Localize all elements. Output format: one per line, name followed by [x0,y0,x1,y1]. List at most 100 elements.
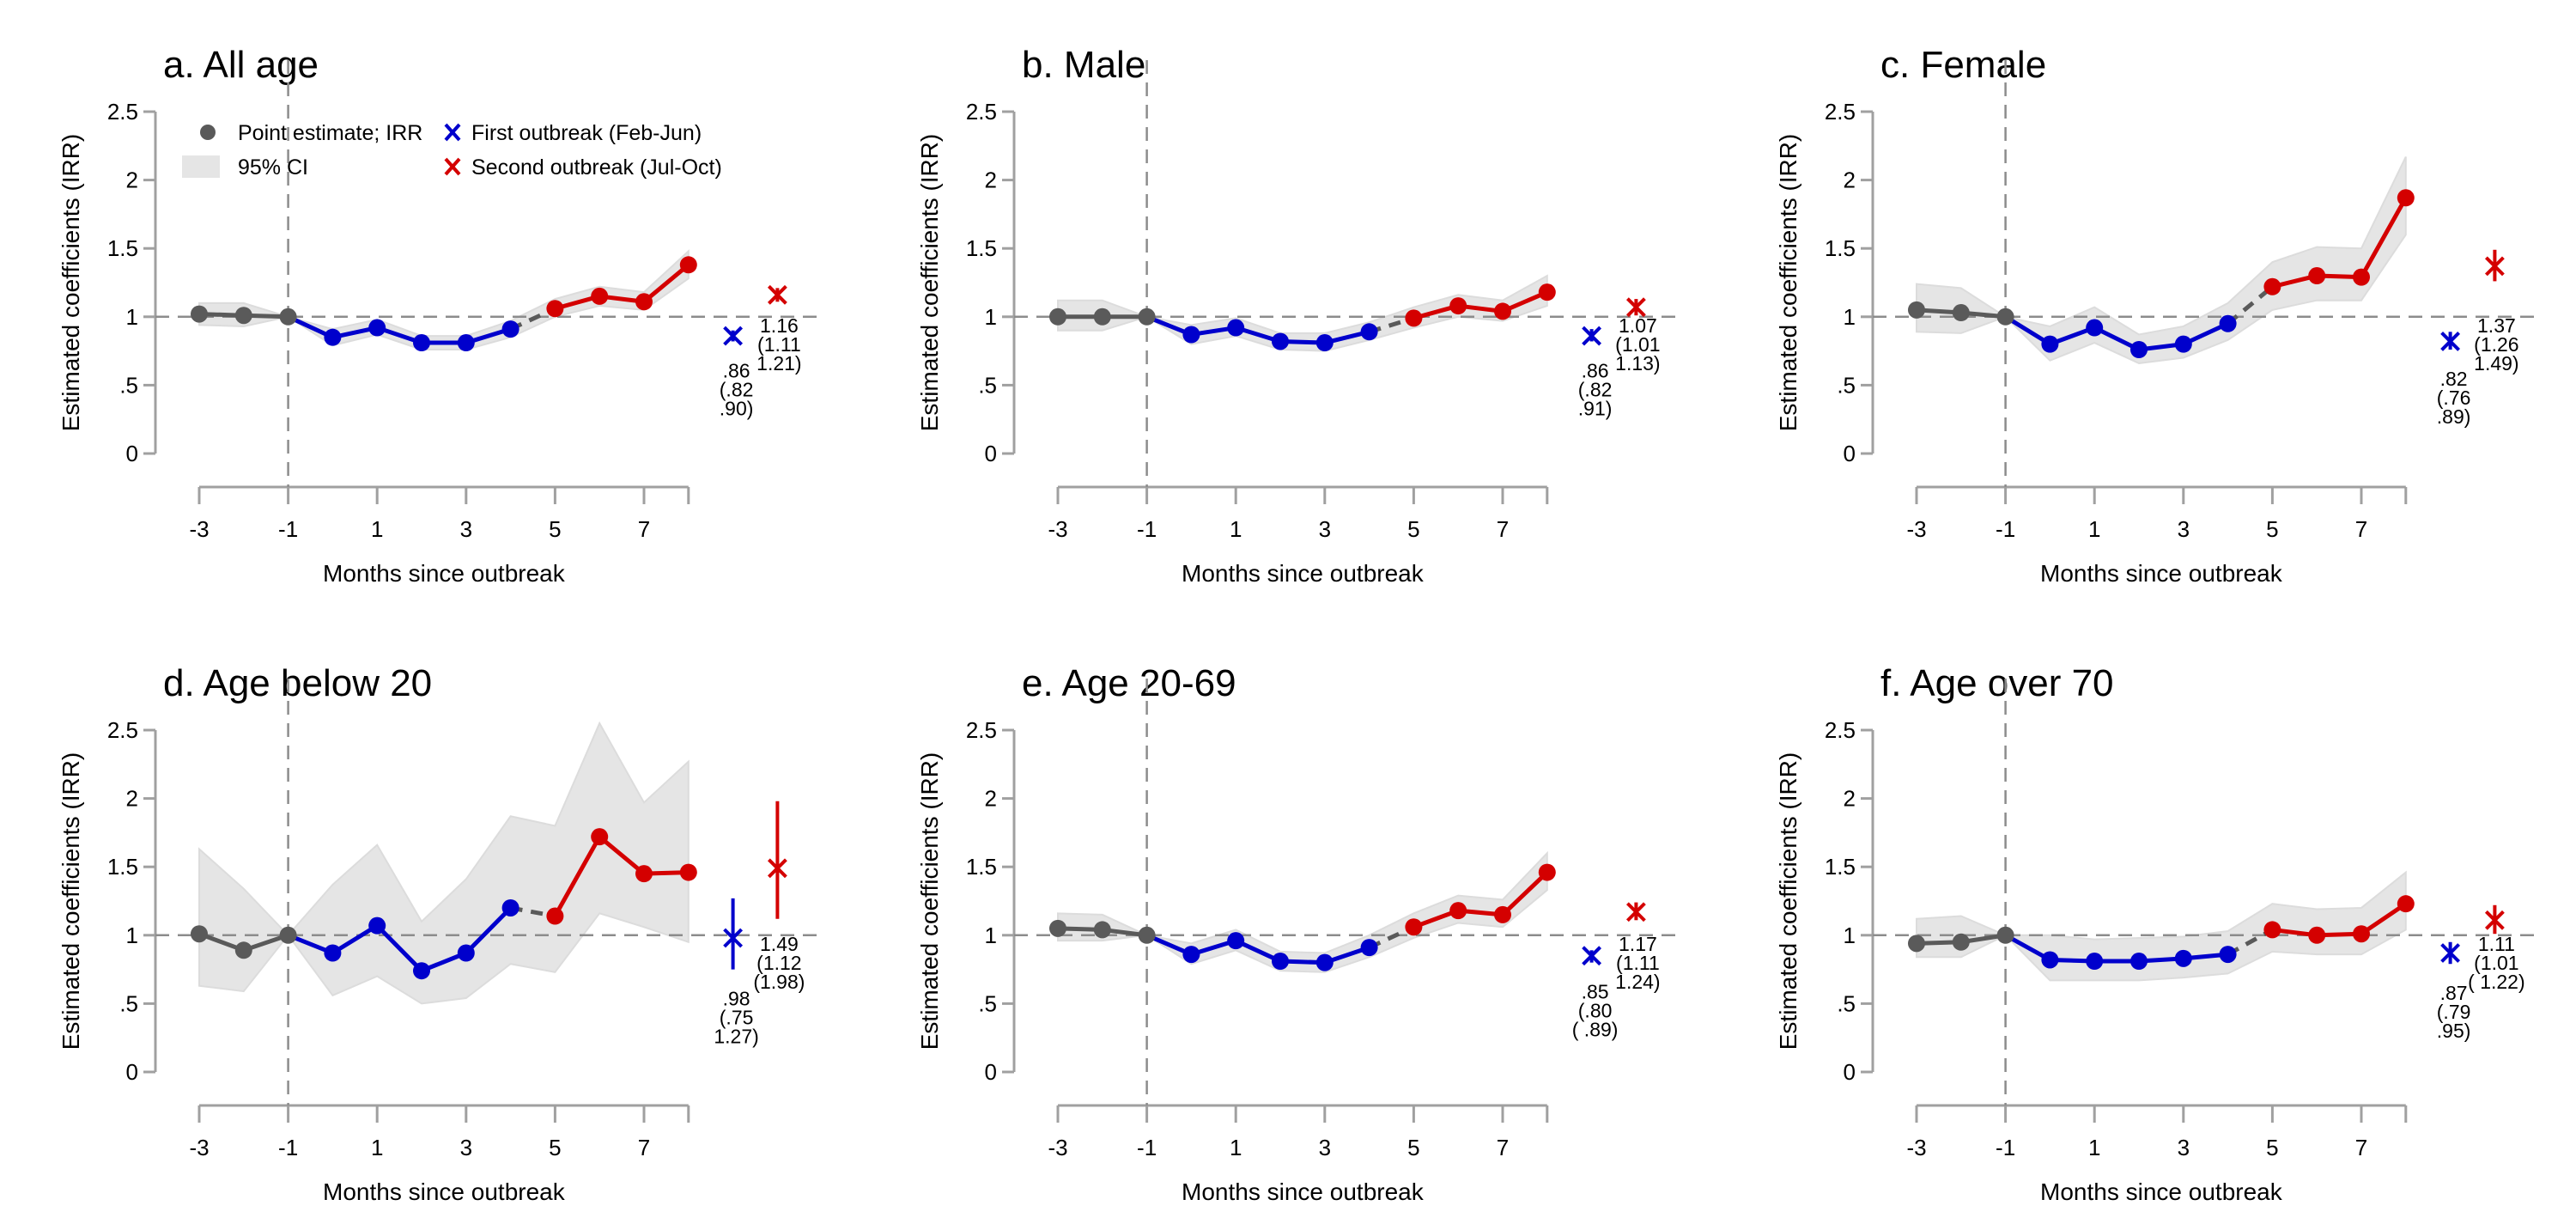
data-point [1996,926,2014,944]
summary-value-second: 1.37 [2477,314,2516,337]
y-tick-label: 2.5 [1825,717,1856,743]
data-point [2263,277,2281,295]
data-point [2353,268,2370,286]
x-tick-label: 7 [638,516,650,542]
y-tick-label: 1.5 [1825,854,1856,880]
x-tick-label: -1 [278,1135,298,1160]
summary-value-first: .86 [1582,359,1609,381]
data-point [1952,933,1970,951]
y-tick-label: 0 [1844,1059,1856,1085]
y-tick-label: 2.5 [107,717,138,743]
data-point [2041,335,2059,353]
data-point [1538,863,1556,881]
data-point [2130,953,2148,971]
x-tick-label: -3 [1048,1135,1067,1160]
y-axis-title: Estimated coefficients (IRR) [1775,752,1801,1050]
data-point [501,320,519,338]
x-axis-title: Months since outbreak [1182,1178,1425,1205]
y-tick-label: .5 [119,990,138,1016]
ci-band [1057,274,1548,352]
data-point [1182,946,1200,964]
x-tick-label: 5 [1407,516,1419,542]
summary-value-second: 1.07 [1619,314,1657,337]
y-tick-label: 1.5 [966,854,997,880]
summary-high-second: 1.13) [1615,352,1660,375]
x-tick-label: 3 [1319,1135,1331,1160]
data-point [1494,302,1511,320]
data-point [2219,946,2237,964]
series-line-second-outbreak [554,263,690,311]
summary-high-second: ( 1.22) [2468,971,2524,993]
summary-low-second: (1.11 [1616,952,1660,974]
data-point [1093,308,1111,326]
summary-low-second: (1.01 [1615,333,1660,356]
data-point [1315,334,1334,352]
data-point [1360,323,1378,341]
panel-d: d. Age below 20 0 .5 1 1.5 2 2.5 Estimated coef… [58,662,825,1205]
summary-low-first: (.75 [720,1007,754,1029]
panel-title: f. Age over 70 [1880,662,2114,704]
ci-band [198,721,690,1005]
summary-marker-second [767,858,787,879]
x-tick-label: -1 [1996,516,2015,542]
x-axis-title: Months since outbreak [2040,560,2283,587]
data-point [279,926,297,944]
y-tick-label: 0 [985,441,997,466]
y-tick-label: 0 [126,1059,138,1085]
series-line-second-outbreak [553,834,689,917]
summary-marker-first [1582,326,1602,346]
summary-value-first: .85 [1582,981,1609,1003]
panel-e: e. Age 20-69 0 .5 1 1.5 2 2.5 Estimated coeffic… [916,662,1684,1205]
summary-low-second: (1.01 [2474,952,2518,974]
data-point [1494,905,1511,923]
legend-ci-label: 95% CI [238,155,308,180]
data-point [2086,319,2104,337]
data-point [2174,335,2192,353]
y-tick-label: 2.5 [966,717,997,743]
summary-marker-first [723,928,744,948]
data-point [1538,283,1556,301]
y-tick-label: 2.5 [1825,99,1856,125]
summary-high-second: (1.98) [753,971,805,993]
x-tick-label: 5 [2266,1135,2278,1160]
panel-title: e. Age 20-69 [1022,662,1236,704]
legend-second-outbreak-icon [444,157,461,176]
data-point [1449,902,1467,920]
x-tick-label: -1 [1137,516,1157,542]
x-tick-label: 7 [1497,1135,1509,1160]
data-point [2397,895,2415,913]
x-tick-label: -3 [189,516,209,542]
summary-marker-first [1582,946,1602,966]
summary-low-first: (.79 [2437,1001,2471,1023]
y-tick-label: 2 [126,786,138,812]
y-tick-label: 2.5 [107,99,138,125]
x-tick-label: 7 [2355,1135,2367,1160]
data-point [635,293,653,311]
data-point [1272,332,1289,350]
panel-c: c. Female 0 .5 1 1.5 2 2.5 Estimated coefficien… [1775,44,2543,587]
x-tick-label: 7 [1497,516,1509,542]
y-axis-title: Estimated coefficients (IRR) [58,134,84,432]
x-tick-label: -1 [1996,1135,2015,1160]
y-tick-label: 2 [1844,786,1856,812]
data-point [234,307,252,325]
y-tick-label: .5 [119,372,138,398]
y-tick-label: 2 [985,786,997,812]
data-point [1227,932,1245,950]
data-point [2219,314,2237,332]
x-axis-title: Months since outbreak [323,1178,566,1205]
x-tick-label: 1 [371,516,383,542]
data-point [413,334,430,352]
summary-marker-second [767,284,787,305]
x-axis-title: Months since outbreak [323,560,566,587]
x-tick-label: 5 [1407,1135,1419,1160]
x-tick-label: -1 [278,516,298,542]
series-line-second-outbreak [2271,197,2408,289]
x-tick-label: 3 [1319,516,1331,542]
data-point [501,898,519,916]
data-point [2041,951,2059,969]
data-point [591,828,609,846]
summary-high-first: .91) [1578,397,1613,419]
summary-low-first: (.76 [2437,387,2471,409]
